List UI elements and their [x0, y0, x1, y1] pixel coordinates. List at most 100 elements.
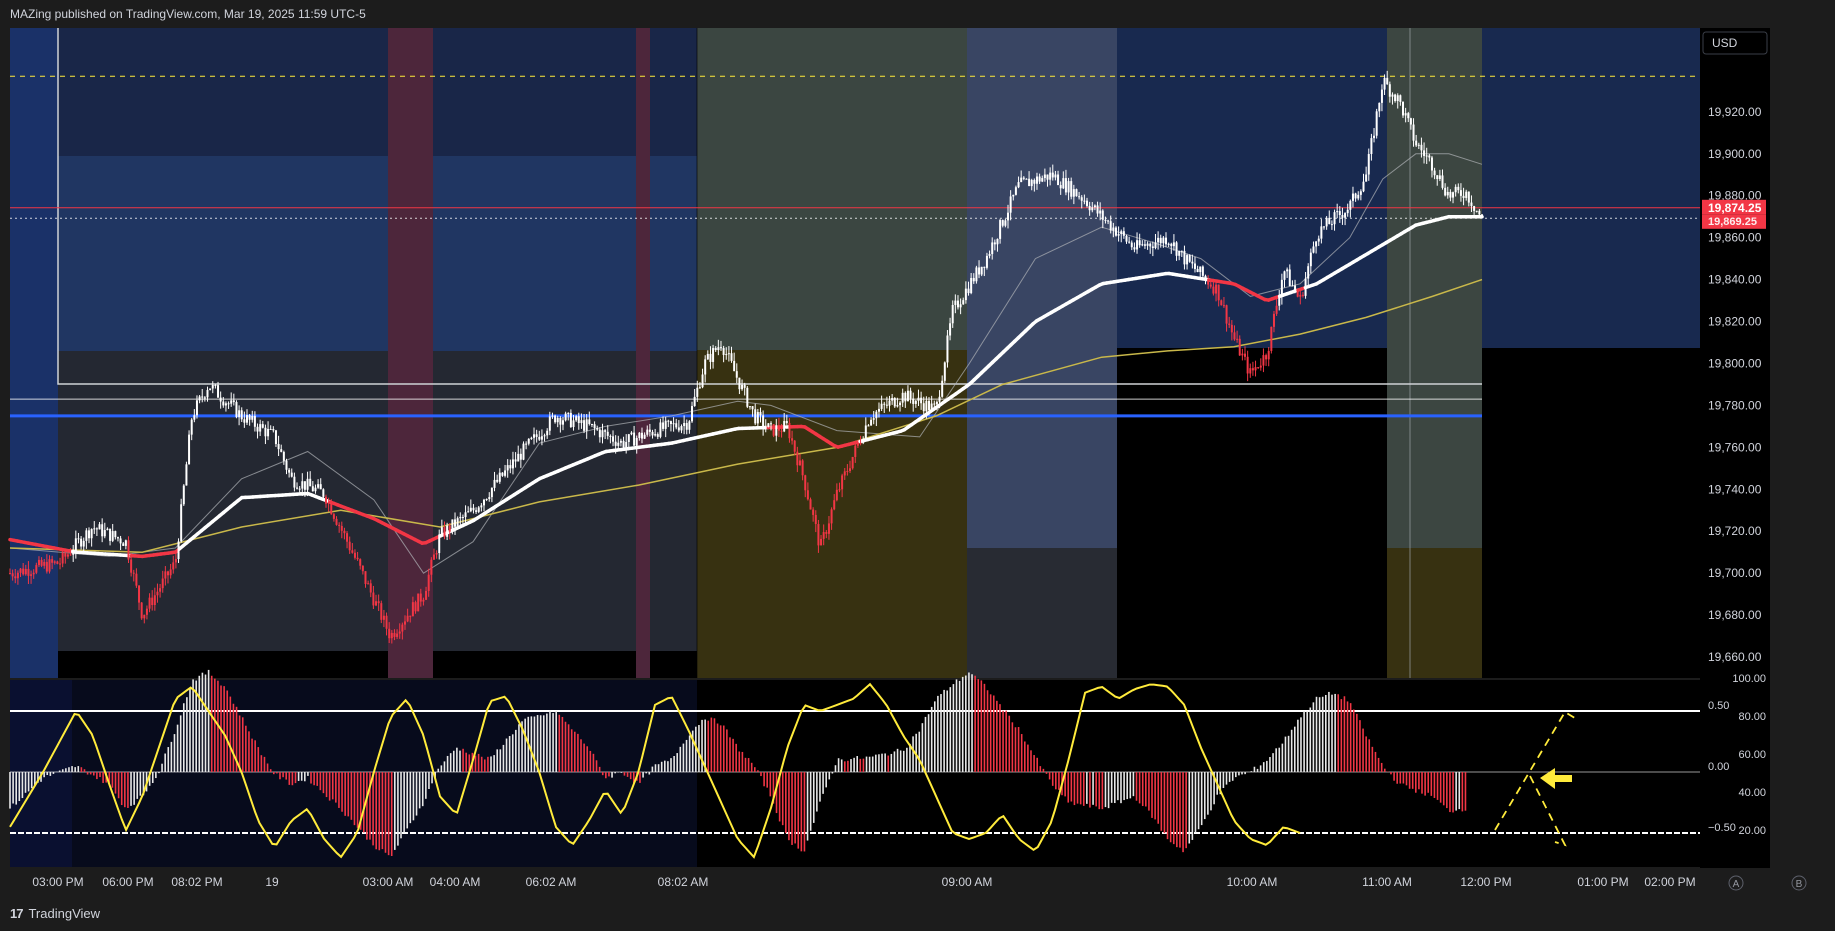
- time-tick-label: 09:00 AM: [942, 875, 993, 889]
- candle: [1420, 137, 1423, 158]
- candle: [324, 494, 327, 508]
- candle: [654, 428, 657, 437]
- candle: [712, 344, 715, 369]
- candle: [1020, 170, 1023, 183]
- candle: [85, 528, 88, 549]
- candle: [1296, 289, 1299, 298]
- candle: [256, 423, 259, 439]
- scale-button-a[interactable]: A: [1728, 875, 1744, 891]
- moving-averages: [8, 153, 1484, 574]
- candle: [872, 411, 875, 425]
- candle: [314, 484, 317, 494]
- candle: [1191, 254, 1194, 269]
- candle: [746, 385, 749, 409]
- candle: [124, 539, 127, 550]
- candle: [477, 505, 480, 514]
- candle: [130, 553, 133, 577]
- candle: [346, 531, 349, 549]
- scale-button-b[interactable]: B: [1791, 875, 1807, 891]
- candle: [51, 555, 54, 570]
- candle: [19, 567, 22, 577]
- tradingview-logo-text: TradingView: [28, 906, 101, 921]
- osc-tick-label: 0.50: [1708, 700, 1729, 712]
- candle: [993, 239, 996, 251]
- time-tick-label: 03:00 AM: [363, 875, 414, 889]
- candle: [733, 352, 736, 372]
- candle: [1122, 227, 1125, 239]
- time-tick-label: 01:00 PM: [1577, 875, 1628, 889]
- candle: [1067, 177, 1070, 201]
- candle: [93, 521, 96, 534]
- candle: [64, 549, 67, 564]
- tradingview-logo[interactable]: 17 TradingView: [10, 906, 100, 921]
- candle: [791, 430, 794, 445]
- candle: [185, 461, 188, 486]
- candle: [1433, 167, 1436, 180]
- candle: [1291, 280, 1294, 287]
- candle: [764, 419, 767, 433]
- candle: [1428, 153, 1431, 162]
- candle: [1193, 256, 1196, 273]
- candle: [1409, 117, 1412, 130]
- candle: [612, 430, 615, 447]
- candle: [338, 522, 341, 533]
- price-axis[interactable]: 19,660.00 19,680.00 19,700.00 19,720.00 19,7…: [1708, 105, 1762, 664]
- candle: [138, 585, 141, 610]
- candle: [596, 425, 599, 431]
- currency-button[interactable]: USD: [1702, 31, 1768, 55]
- candle: [717, 339, 720, 356]
- candle: [145, 605, 148, 620]
- candle: [1062, 171, 1065, 190]
- candle: [464, 505, 467, 524]
- candle: [885, 396, 888, 409]
- candle: [548, 411, 551, 436]
- candle: [1467, 191, 1470, 207]
- price-tick-label: 19,920.00: [1708, 105, 1762, 119]
- candle: [540, 429, 543, 446]
- candle: [856, 442, 859, 448]
- candle: [435, 550, 438, 559]
- candle: [111, 523, 114, 543]
- osc-percent-label: 20.00: [1738, 825, 1766, 837]
- candle: [756, 408, 759, 430]
- candle: [1346, 203, 1349, 217]
- candle: [659, 418, 662, 439]
- candle: [430, 557, 433, 583]
- oscillator-axis[interactable]: 0.50 0.00 −0.50 100.00 80.00 60.00 40.00 20.00: [1708, 673, 1766, 837]
- candle: [340, 521, 343, 539]
- candle: [327, 497, 330, 512]
- candle: [343, 527, 346, 540]
- candle: [493, 471, 496, 492]
- candle: [414, 600, 417, 614]
- candle: [1054, 170, 1057, 181]
- candle: [849, 460, 852, 474]
- osc-tick-label: −0.50: [1708, 822, 1736, 834]
- candle: [217, 381, 220, 398]
- candle: [640, 427, 643, 444]
- time-axis[interactable]: 03:00 PM 06:00 PM 08:02 PM 19 03:00 AM 04:00 …: [32, 875, 1695, 889]
- forecast-arrow: [1494, 710, 1579, 847]
- candle: [419, 588, 422, 607]
- candle: [672, 417, 675, 432]
- candle: [1441, 169, 1444, 190]
- candle: [122, 541, 125, 546]
- candle: [1465, 189, 1468, 201]
- candle: [1136, 232, 1139, 254]
- candle: [1299, 289, 1302, 305]
- candle: [820, 535, 823, 546]
- candle: [835, 483, 838, 502]
- candle: [1043, 168, 1046, 182]
- candle: [785, 414, 788, 425]
- candle: [454, 512, 457, 535]
- candle: [1309, 248, 1312, 274]
- candle: [1396, 93, 1399, 109]
- candle: [174, 551, 177, 569]
- candle: [617, 435, 620, 450]
- candle: [909, 387, 912, 404]
- candle: [1462, 187, 1465, 206]
- candle: [533, 427, 536, 445]
- candle: [922, 396, 925, 415]
- candle: [214, 384, 217, 389]
